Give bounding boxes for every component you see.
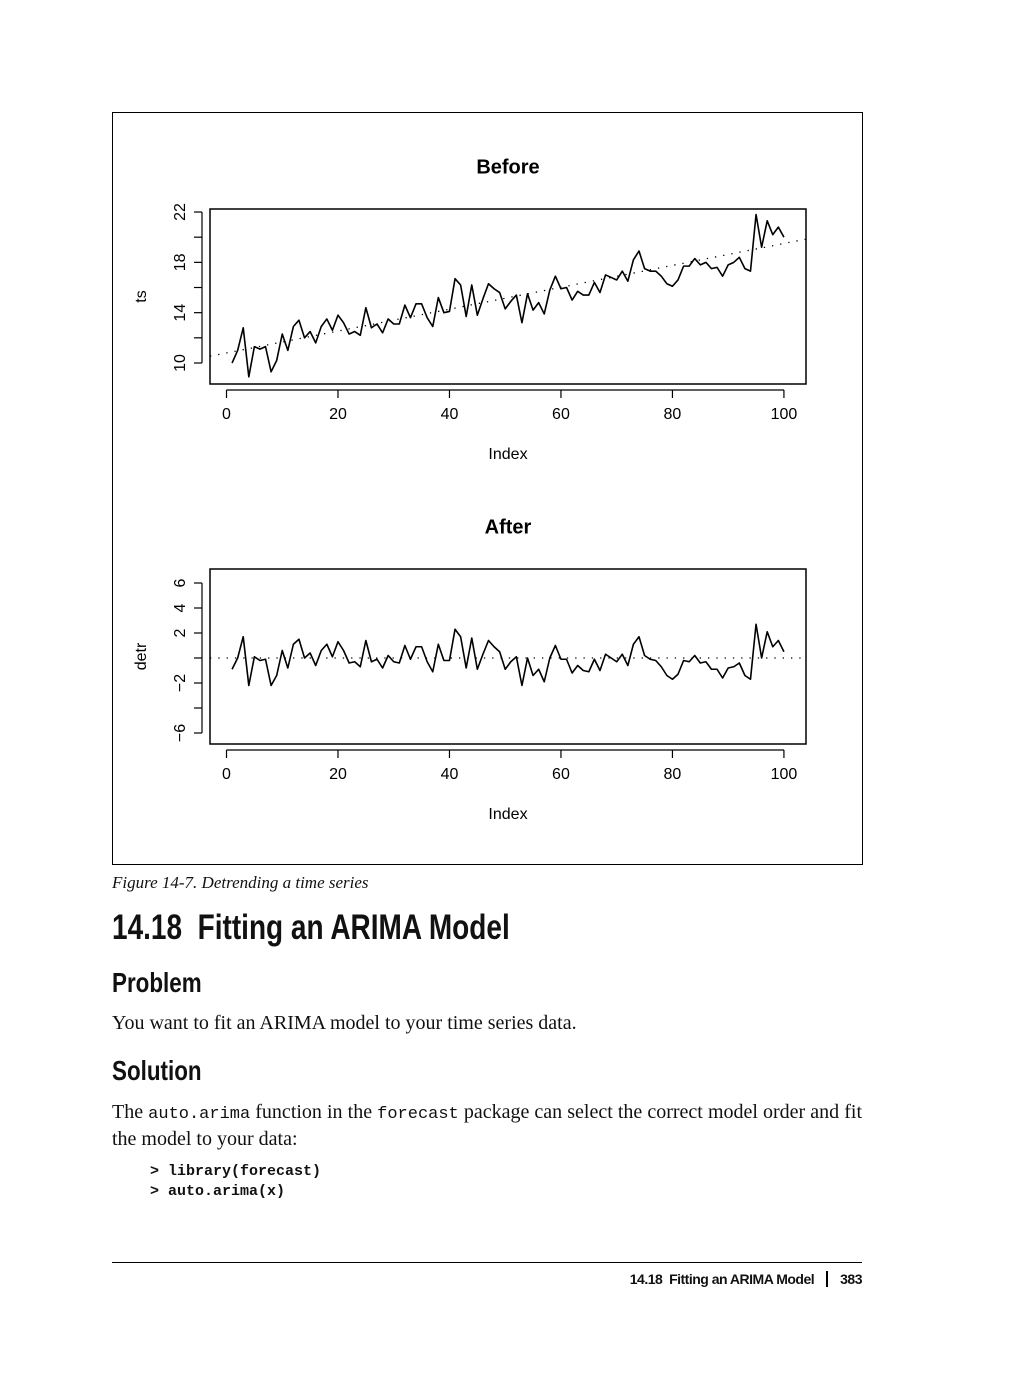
chart-title: Before <box>476 156 539 178</box>
section-heading: 14.18 Fitting an ARIMA Model <box>112 908 510 947</box>
y-tick-label: −6 <box>172 724 189 742</box>
y-tick-label: −2 <box>172 674 189 692</box>
x-tick-label: 60 <box>552 406 570 423</box>
chart-title: After <box>485 516 532 538</box>
inline-code: forecast <box>377 1105 459 1124</box>
figure-frame <box>112 112 863 865</box>
x-tick-label: 0 <box>222 406 231 423</box>
data-line <box>231 213 785 378</box>
y-tick-label: 14 <box>172 304 189 322</box>
data-line <box>231 623 785 687</box>
code-line: > library(forecast) <box>150 1163 322 1180</box>
text: function in the <box>250 1101 378 1123</box>
paragraph: You want to fit an ARIMA model to your t… <box>112 1012 577 1034</box>
footer: 14.18 Fitting an ARIMA Model 383 <box>560 1271 862 1287</box>
y-tick-label: 10 <box>172 354 189 372</box>
x-tick-label: 40 <box>441 766 459 783</box>
x-tick-label: 100 <box>771 766 798 783</box>
y-axis-label: ts <box>133 290 150 302</box>
text: package can select the correct model ord… <box>112 1101 862 1150</box>
x-tick-label: 20 <box>329 406 347 423</box>
code-block: > library(forecast) > auto.arima(x) <box>150 1162 321 1202</box>
x-tick-label: 80 <box>664 406 682 423</box>
code-line: > auto.arima(x) <box>150 1183 286 1200</box>
subheading: Problem <box>112 967 202 998</box>
footer-title: 14.18 Fitting an ARIMA Model <box>629 1271 815 1287</box>
page-number: 383 <box>840 1271 862 1287</box>
x-axis-label: Index <box>488 446 527 463</box>
plot-box <box>209 568 807 745</box>
y-tick-label: 4 <box>172 603 189 612</box>
x-axis-label: Index <box>488 806 527 823</box>
x-tick-label: 100 <box>771 406 798 423</box>
text: The <box>112 1101 149 1123</box>
caption: Figure 14-7. Detrending a time series <box>112 873 369 892</box>
y-tick-label: 6 <box>172 578 189 587</box>
y-tick-label: 18 <box>172 253 189 271</box>
inline-code: auto.arima <box>148 1105 251 1124</box>
paragraph: The auto.arima function in the forecast … <box>112 1100 862 1152</box>
y-tick-label: 22 <box>172 203 189 221</box>
plot-box <box>209 208 807 385</box>
y-axis-label: detr <box>133 642 150 670</box>
subheading: Solution <box>112 1055 202 1086</box>
x-tick-label: 60 <box>552 766 570 783</box>
trend-line <box>209 238 807 357</box>
x-tick-label: 20 <box>329 766 347 783</box>
x-tick-label: 80 <box>664 766 682 783</box>
footer-separator <box>826 1271 829 1287</box>
x-tick-label: 40 <box>441 406 459 423</box>
figure: Before 0 20 40 60 80 100 Index 10 14 18 22 ts After 0 2… <box>112 112 863 865</box>
footer-rule <box>112 1262 862 1263</box>
x-tick-label: 0 <box>222 766 231 783</box>
y-tick-label: 2 <box>172 628 189 637</box>
